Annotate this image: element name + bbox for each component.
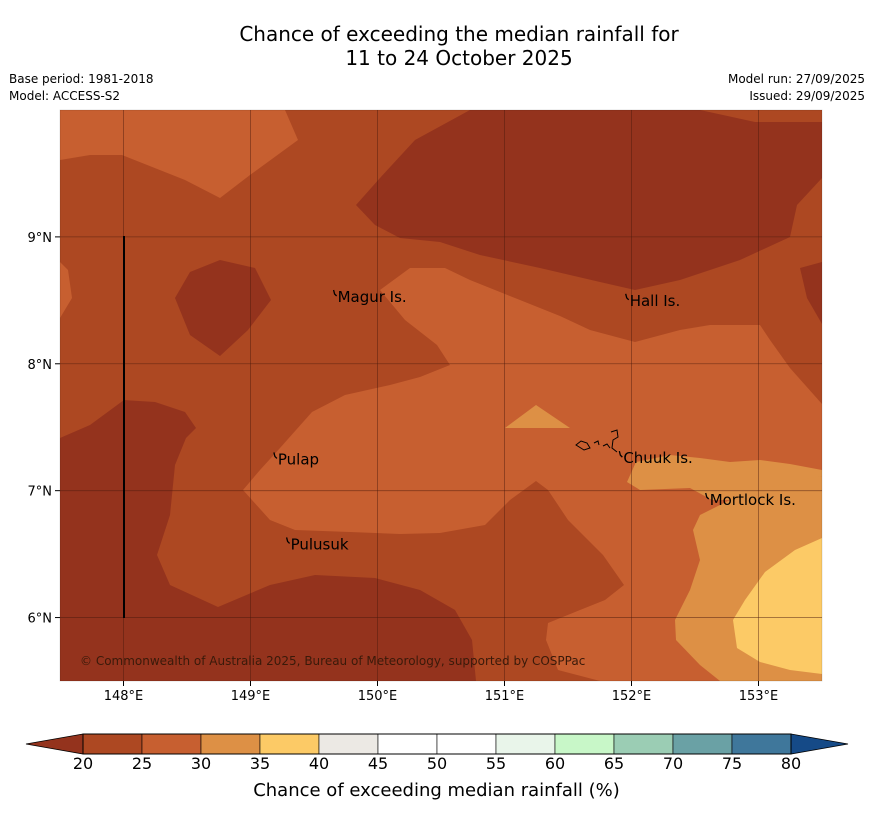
colorbar-swatch bbox=[82, 733, 143, 755]
colorbar-frame bbox=[82, 733, 792, 755]
colorbar-tick-label: 40 bbox=[308, 754, 330, 773]
colorbar-tick-label: 60 bbox=[544, 754, 566, 773]
colorbar-tick-label: 35 bbox=[249, 754, 271, 773]
issued-date: Issued: 29/09/2025 bbox=[749, 89, 865, 103]
colorbar-tick-label: 25 bbox=[131, 754, 153, 773]
colorbar bbox=[25, 733, 849, 755]
meta-right: Model run: 27/09/2025 Issued: 29/09/2025 bbox=[728, 71, 865, 105]
island-marker bbox=[705, 492, 710, 500]
colorbar-swatch bbox=[731, 733, 792, 755]
place-label: Hall Is. bbox=[630, 292, 681, 310]
band-35-40-chuuk bbox=[505, 405, 570, 428]
colorbar-tick-label: 70 bbox=[662, 754, 684, 773]
lon-tick-label: 151°E bbox=[485, 689, 525, 704]
band-20-25-southwest bbox=[60, 400, 476, 681]
place-label: Mortlock Is. bbox=[710, 491, 796, 509]
place-label: Magur Is. bbox=[338, 288, 407, 306]
colorbar-swatch bbox=[318, 733, 379, 755]
lon-tick-label: 149°E bbox=[231, 689, 271, 704]
place-label: Chuuk Is. bbox=[623, 449, 692, 467]
lon-tick-label: 152°E bbox=[612, 689, 652, 704]
model-name: Model: ACCESS-S2 bbox=[9, 89, 121, 103]
lon-tick-label: 148°E bbox=[104, 689, 144, 704]
lon-tick-label: 150°E bbox=[358, 689, 398, 704]
colorbar-tick-label: 50 bbox=[426, 754, 448, 773]
colorbar-swatch bbox=[495, 733, 556, 755]
contour-fills bbox=[60, 110, 822, 681]
colorbar-tick-label: 65 bbox=[603, 754, 625, 773]
band-30-35-northwest bbox=[60, 110, 298, 198]
colorbar-swatch bbox=[200, 733, 261, 755]
longitude-ticks: 148°E 149°E 150°E 151°E 152°E 153°E bbox=[104, 681, 779, 704]
band-20-25-east-edge bbox=[800, 262, 822, 324]
band-40-45-southeast bbox=[733, 538, 822, 674]
lon-tick-label: 153°E bbox=[739, 689, 779, 704]
colorbar-swatch bbox=[613, 733, 674, 755]
place-label: Pulusuk bbox=[291, 535, 349, 553]
colorbar-tick-label: 45 bbox=[367, 754, 389, 773]
lat-tick-label: 8°N bbox=[28, 358, 53, 373]
island-marker bbox=[332, 289, 338, 297]
map-title-line1: Chance of exceeding the median rainfall … bbox=[239, 22, 679, 46]
colorbar-title: Chance of exceeding median rainfall (%) bbox=[253, 780, 620, 801]
colorbar-swatch bbox=[377, 733, 438, 755]
band-20-25-north-blob bbox=[175, 260, 271, 356]
chuuk-lagoon-islands bbox=[575, 429, 619, 453]
lat-tick-label: 6°N bbox=[28, 612, 53, 627]
colorbar-swatch bbox=[259, 733, 320, 755]
colorbar-tick-label: 30 bbox=[190, 754, 212, 773]
colorbar-swatch bbox=[672, 733, 733, 755]
colorbar-under-arrow bbox=[25, 733, 84, 755]
island-marker bbox=[285, 537, 291, 544]
colorbar-over-arrow bbox=[790, 733, 849, 755]
band-30-35-central bbox=[243, 268, 822, 681]
model-run: Model run: 27/09/2025 bbox=[727, 72, 865, 86]
island-marker bbox=[618, 450, 623, 458]
place-labels: Magur Is. Hall Is. Pulap Chuuk Is. Mortlock … bbox=[273, 288, 796, 553]
colorbar-swatch bbox=[554, 733, 615, 755]
latitude-ticks: 9°N 8°N 7°N 6°N bbox=[28, 231, 60, 627]
map-title-line2: 11 to 24 October 2025 bbox=[345, 46, 573, 70]
meta-left: Base period: 1981-2018 Model: ACCESS-S2 bbox=[9, 71, 154, 105]
band-20-25-northeast bbox=[356, 110, 822, 290]
island-marker bbox=[273, 452, 278, 459]
colorbar-tick-label: 20 bbox=[72, 754, 94, 773]
map-title: Chance of exceeding the median rainfall … bbox=[0, 22, 873, 70]
colorbar-swatch bbox=[436, 733, 497, 755]
colorbar-swatch bbox=[141, 733, 202, 755]
colorbar-tick-label: 80 bbox=[780, 754, 802, 773]
colorbar-tick-label: 55 bbox=[485, 754, 507, 773]
map-frame bbox=[59, 109, 823, 682]
band-30-35-west-edge bbox=[60, 262, 72, 318]
colorbar-tick-label: 75 bbox=[721, 754, 743, 773]
lat-tick-label: 7°N bbox=[28, 485, 53, 500]
place-label: Pulap bbox=[278, 450, 319, 468]
base-period: Base period: 1981-2018 bbox=[9, 72, 154, 86]
copyright-notice: © Commonwealth of Australia 2025, Bureau… bbox=[80, 654, 585, 668]
lat-tick-label: 9°N bbox=[28, 231, 53, 246]
island-marker bbox=[625, 293, 630, 301]
